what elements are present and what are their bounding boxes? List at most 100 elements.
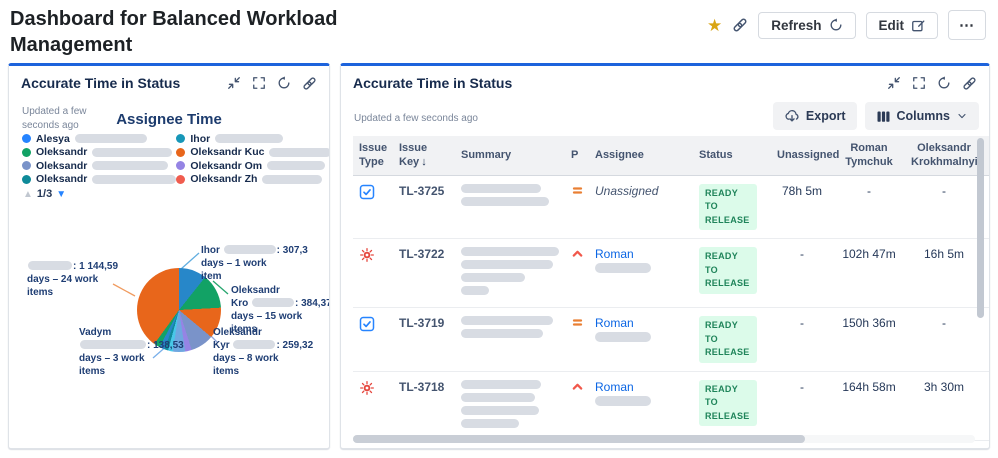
more-button[interactable]: ⋯ [948,10,986,40]
redacted-name [74,134,147,144]
legend-swatch [176,174,186,184]
col-partial[interactable]: I [983,136,989,176]
dashboard-toolbar: ★ Refresh Edit ⋯ [707,10,986,40]
redacted-summary-line [461,260,553,270]
sort-desc-indicator[interactable]: ↓ [421,156,427,169]
updated-timestamp: Updated a few seconds ago [22,106,87,131]
priority-high-icon [572,383,583,390]
link-icon[interactable] [962,76,977,91]
refresh-icon[interactable] [277,76,291,90]
issue-row[interactable]: TL-3725 Unassigned READY TO RELEASE 78h 5m -… [353,175,989,240]
task-icon [359,184,375,199]
horizontal-scrollbar-thumb[interactable] [353,435,805,443]
legend-item[interactable]: Ihor [176,132,329,146]
bug-icon [360,248,374,263]
link-icon[interactable] [302,76,317,91]
legend-label: Oleksandr Kuc [190,146,265,159]
redacted-summary-line [461,316,553,326]
legend-label: Alesya [36,132,70,145]
pie-annotation-kro: Oleksandr Kro : 384,37 days – 15 work item… [231,285,330,335]
link-icon[interactable] [732,17,748,33]
assignee-unassigned: Unassigned [595,183,659,198]
legend-swatch [22,147,31,157]
legend-item[interactable]: Alesya [22,132,176,146]
legend-pager-label: 1/3 [36,188,53,200]
legend-label: Oleksandr Om [190,159,263,172]
issue-key-link[interactable]: TL-3719 [399,316,445,331]
gadget-title: Accurate Time in Status [353,75,513,91]
issue-key-link[interactable]: TL-3722 [399,247,445,262]
assignee-link[interactable]: Roman [595,316,634,331]
legend-item[interactable]: Oleksandr Om [176,159,329,173]
redacted-name [28,261,72,270]
col-oleksandr-krokhmalnyi[interactable]: Oleksandr Krokhmalnyi [905,136,983,176]
export-button-label: Export [805,109,846,123]
chevron-down-icon [958,113,966,119]
time-in-status-value: - [771,307,833,372]
col-priority[interactable]: P [565,136,589,176]
legend-swatch [22,134,31,144]
status-badge: READY TO RELEASE [699,183,757,231]
col-status[interactable]: Status [693,136,771,176]
columns-button[interactable]: Columns [864,102,979,130]
col-summary[interactable]: Summary [455,136,565,176]
issue-key-link[interactable]: TL-3725 [399,183,445,198]
shrink-icon[interactable] [887,76,901,90]
dashboard-body: Accurate Time in Status Updated a few se… [0,63,998,449]
legend-item[interactable]: Oleksandr Zh [176,173,329,187]
time-in-status-value: 16h 5m [905,238,983,309]
favorite-star-icon[interactable]: ★ [706,15,723,35]
col-issue-key[interactable]: Issue Key ↓ [393,136,455,176]
legend-swatch [176,147,186,157]
issue-row[interactable]: TL-3722 Roman READY TO RELEASE -102h 47m 16h… [353,238,989,309]
assignee-link[interactable]: Roman [595,379,634,394]
edit-button-label: Edit [878,17,905,33]
redacted-name [92,161,169,171]
redacted-name [92,174,177,184]
redacted-summary-line [461,418,519,428]
time-in-status-value: 3h 30m [905,371,983,441]
time-in-status-value: 164h 58m [833,371,905,441]
gadget-assignee-time: Accurate Time in Status Updated a few se… [8,63,330,449]
assignee-link[interactable]: Roman [595,247,634,262]
time-in-status-value: 175h 34m [833,440,905,448]
issue-key-link[interactable]: TL-3718 [399,379,445,394]
edit-button[interactable]: Edit [865,11,938,39]
legend-item[interactable]: Oleksandr Kuc [176,146,329,160]
col-assignee[interactable]: Assignee [589,136,693,176]
export-cloud-icon [785,109,799,122]
col-unassigned[interactable]: Unassigned [771,136,839,176]
fullscreen-icon[interactable] [252,76,266,90]
status-badge: READY TO RELEASE [699,247,757,294]
legend-item[interactable]: Oleksandr [22,146,176,160]
legend-item[interactable]: Oleksandr [22,159,176,173]
columns-icon [877,110,890,122]
issue-row[interactable]: TL-3718 Roman READY TO RELEASE -164h 58m 3h … [353,371,989,441]
issue-row[interactable]: TL-3713RomanREADY TO RELEASE-175h 34m22h… [353,440,989,448]
time-in-status-value: - [905,307,983,372]
col-issue-type[interactable]: Issue Type [353,136,393,176]
gadget-time-in-status-table: Accurate Time in Status Updated a few se… [340,63,990,449]
legend-pager-up-icon[interactable]: ▲ [23,188,33,200]
legend-pager-down-icon[interactable]: ▼ [56,188,67,200]
redacted-summary-line [461,392,535,402]
shrink-icon[interactable] [227,76,241,90]
legend-item[interactable]: Oleksandr [22,173,177,187]
col-roman-tymchuk[interactable]: Roman Tymchuk [833,136,905,176]
fullscreen-icon[interactable] [912,76,926,90]
issue-row[interactable]: TL-3719 Roman READY TO RELEASE -150h 36m - [353,307,989,372]
page-title: Dashboard for Balanced Workload Manageme… [10,8,338,56]
table-header-row: Issue Type Issue Key ↓ Summary P Assignee… [353,136,989,176]
columns-button-label: Columns [896,109,950,123]
redacted-name [252,298,294,307]
leader-line [180,252,200,270]
legend-pager: ▲ 1/3 ▼ [23,188,66,200]
redacted-name [595,332,651,343]
vertical-scrollbar-thumb[interactable] [977,138,984,318]
export-button[interactable]: Export [772,102,857,130]
assignee-time-pie[interactable] [137,268,221,352]
priority-medium-icon [572,186,583,194]
refresh-icon[interactable] [937,76,951,90]
refresh-button[interactable]: Refresh [758,11,856,39]
redacted-name [223,245,276,254]
